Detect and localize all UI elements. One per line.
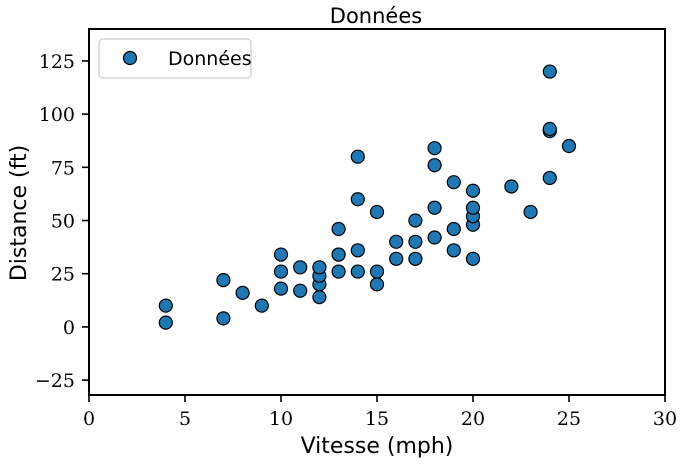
data-point [465,251,481,266]
data-point [446,175,461,190]
data-point [273,247,289,262]
y-axis-title: Distance (ft) [7,145,32,281]
x-tick-label: 15 [365,408,389,430]
chart-title: Données [330,4,422,28]
data-point [389,251,404,266]
data-point [427,141,442,156]
y-tick-label: 25 [51,264,75,286]
y-axis: −25 0 25 50 75 100 125 [35,51,89,392]
x-axis: 0 5 10 15 20 25 30 [83,395,677,430]
x-tick-label: 10 [269,408,293,430]
y-tick-label: 0 [63,317,75,339]
x-tick-label: 25 [557,408,581,430]
data-point [446,243,461,258]
data-point [427,200,442,215]
data-point [427,230,442,245]
data-point [465,200,481,215]
legend-marker [122,50,138,66]
data-point [312,290,327,305]
data-point [350,192,365,207]
data-point [561,138,577,154]
data-point [331,221,346,237]
data-point [273,281,289,296]
data-point [369,277,385,292]
plot-area [158,64,577,330]
data-point [523,204,538,220]
data-point [408,234,423,249]
y-tick-label: 125 [39,51,75,73]
data-point [369,264,385,279]
data-point [273,264,289,279]
x-tick-label: 0 [83,408,95,430]
y-tick-label: 100 [39,104,75,126]
data-point [254,298,269,313]
data-point [465,183,481,198]
data-point [350,264,365,279]
x-tick-label: 5 [179,408,191,430]
data-point [446,221,461,237]
data-point [369,204,385,220]
data-point [331,264,346,279]
data-point [350,149,365,164]
data-point [408,251,423,266]
legend-label-donnees: Données [168,48,252,70]
data-point [427,158,442,173]
data-point [408,213,423,228]
y-tick-label: 75 [51,157,75,179]
y-tick-label: −25 [35,370,75,392]
data-point [504,179,519,194]
data-point [331,247,346,262]
data-point [389,234,404,249]
data-point [216,311,231,326]
data-point [158,298,173,313]
data-point [542,64,557,79]
data-point [293,260,308,275]
y-tick-label: 50 [51,211,75,233]
data-point [542,170,557,186]
data-point [216,272,231,288]
data-point [312,260,327,275]
data-point [293,283,308,298]
x-tick-label: 30 [653,408,677,430]
data-point [158,315,173,330]
x-axis-title: Vitesse (mph) [301,434,454,459]
data-point [542,121,557,137]
data-point [350,243,365,258]
legend: Données [98,38,252,79]
data-point [235,285,250,300]
legend-box [98,38,252,79]
x-tick-label: 20 [461,408,485,430]
